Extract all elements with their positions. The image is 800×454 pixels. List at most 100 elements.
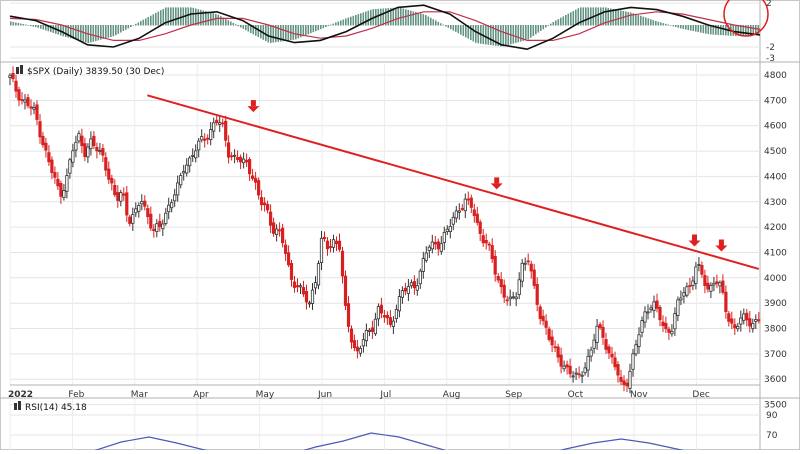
candle [490,238,494,263]
candle [77,130,81,144]
macd-histogram-bar [160,10,162,26]
macd-histogram-bar [655,21,657,26]
macd-histogram-bar [427,16,430,26]
macd-histogram-bar [357,14,360,26]
candle-body [295,285,300,288]
macd-histogram-bar [270,25,272,43]
symbol-icon [16,65,23,74]
candle-body [146,208,150,218]
macd-histogram-bar [750,25,752,35]
candle [631,348,635,377]
candle-body [520,262,524,282]
candle [143,195,147,211]
macd-histogram-bar [442,24,445,26]
macd-histogram-bar [742,25,745,36]
candle-body [568,365,572,375]
macd-histogram-bar [497,25,500,47]
macd-histogram-bar [315,25,317,32]
macd-histogram-bar [585,7,587,26]
candle [74,135,78,158]
candle [736,322,740,332]
macd-histogram-bar [702,25,705,34]
macd-histogram-bar [377,8,380,26]
candle-body [367,329,372,332]
macd-histogram-bar [542,25,545,30]
macd-histogram-bar [90,25,92,43]
candle-body [652,301,656,311]
macd-histogram-bar [397,7,400,26]
macd-histogram-bar [667,24,670,26]
macd-histogram-bar [265,25,267,42]
candle [224,115,228,147]
candle-body [98,150,102,153]
macd-histogram-bar [40,25,42,29]
macd-histogram-bar [740,25,742,36]
candle-body [185,164,189,174]
macd-histogram-bar [302,25,305,37]
candle [331,234,336,253]
macd-histogram-bar [115,25,117,36]
candle [676,296,680,322]
candle [215,115,219,126]
candle [730,311,734,329]
macd-histogram-bar [345,18,347,26]
candle [310,283,315,310]
candle [523,257,527,271]
candle-body [289,262,294,280]
candle-body [224,120,228,141]
macd-histogram-bar [150,15,152,26]
macd-histogram-bar [610,8,612,26]
macd-histogram-bar [580,7,582,26]
macd-histogram-bar [660,22,662,26]
candle [23,94,27,110]
candle-body [547,328,551,340]
candle [565,360,569,375]
candle [337,233,342,252]
macd-histogram-bar [255,25,257,36]
macd-tick-label: 2 [766,0,772,9]
candle [460,204,464,212]
x-tick-label: Oct [568,390,584,400]
candle-body [256,180,261,196]
candle-body [122,193,126,196]
candle-body [604,339,608,350]
rsi-panel-title: RSI(14) 45.18 [25,403,87,413]
candle-body [161,223,165,230]
candle [107,161,111,184]
candle-body [265,204,270,211]
candle [304,284,309,310]
candle [370,320,375,339]
macd-histogram-bar [720,25,722,36]
candle [44,137,48,158]
candle [592,333,596,354]
macd-histogram-bar [62,25,65,37]
macd-histogram-bar [422,14,425,26]
candle-body [241,158,246,164]
candle [229,152,234,161]
candle-body [334,240,339,245]
candle-body [191,154,195,157]
candle [364,323,369,347]
macd-histogram-bar [400,8,402,26]
macd-histogram-bar [215,13,217,26]
candle-body [703,275,707,287]
candle-body [313,282,318,289]
price-tick-label: 4100 [764,249,787,259]
macd-histogram-bar [695,25,697,32]
candle [41,131,45,148]
candle [149,206,153,231]
candlesticks [8,66,761,394]
macd-histogram-bar [607,7,610,26]
candle [706,275,710,293]
candle-body [373,318,378,335]
candle-body [182,171,186,174]
macd-histogram-bar [337,21,340,26]
candle-body [607,346,611,354]
macd-histogram-bar [572,10,575,26]
candle-body [736,325,740,330]
x-tick-label: Mar [131,390,148,400]
price-tick-label: 4700 [764,96,787,106]
macd-histogram-bar [135,23,137,26]
candle [110,174,114,191]
candle [218,115,222,132]
